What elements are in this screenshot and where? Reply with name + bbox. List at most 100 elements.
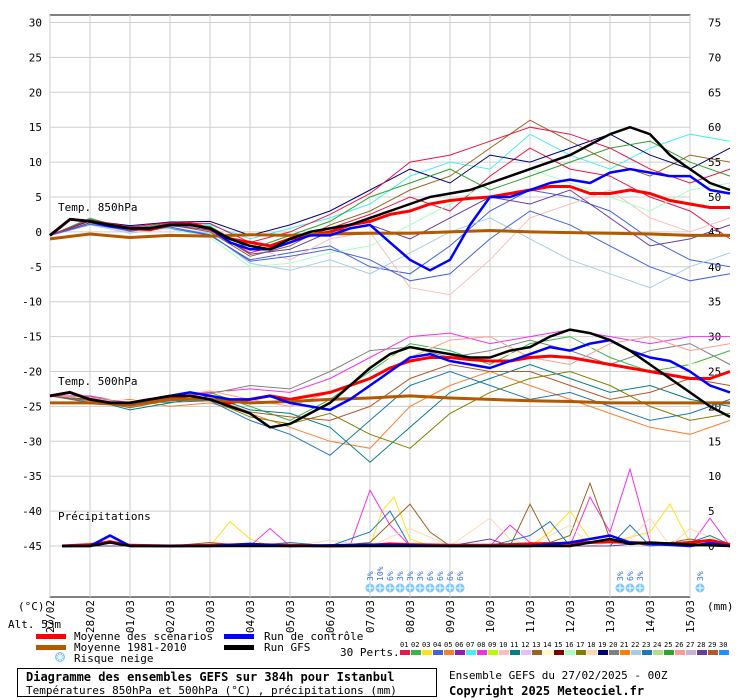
member-number-label: 15 (554, 641, 562, 649)
snow-risk-pct: 3% (396, 571, 405, 581)
member-color-swatch (708, 650, 718, 655)
x-tick-label: 27/02 (44, 600, 57, 633)
snow-risk-pct: 3% (636, 571, 645, 581)
x-tick-label: 08/03 (404, 600, 417, 633)
left-tick-label: 10 (29, 156, 42, 169)
member-number-label: 29 (708, 641, 716, 649)
member-number-label: 23 (642, 641, 650, 649)
member-line-t500 (49, 370, 731, 456)
member-line-t850 (49, 133, 731, 236)
member-color-swatch (422, 650, 432, 655)
right-tick-label: 15 (708, 435, 721, 448)
member-number-label: 02 (411, 641, 419, 649)
left-tick-label: 30 (29, 17, 42, 30)
member-number-label: 05 (444, 641, 452, 649)
legend-mean-label: Moyenne des scénarios (74, 630, 213, 643)
x-tick-label: 07/03 (364, 600, 377, 633)
gfs-run-line-precip (62, 537, 731, 548)
member-color-swatch (664, 650, 674, 655)
x-axis-labels: 27/02 28/02 01/03 02/03 03/03 04/03 05/03 06/03… (44, 600, 697, 633)
legend-control-label: Run de contrôle (264, 630, 363, 643)
member-color-swatch (455, 650, 465, 655)
left-tick-label: 25 (29, 51, 42, 64)
left-tick-label: -10 (22, 296, 42, 309)
member-color-swatch (433, 650, 443, 655)
left-tick-label: -35 (22, 470, 42, 483)
right-tick-label: 35 (708, 296, 721, 309)
member-color-swatch (631, 650, 641, 655)
member-line-t850 (49, 126, 731, 243)
member-number-label: 08 (477, 641, 485, 649)
copyright-label: Copyright 2025 Meteociel.fr (449, 684, 645, 698)
member-number-label: 03 (422, 641, 430, 649)
snow-risk-pct: 6% (386, 571, 395, 581)
snow-risk-marker: 6% (445, 571, 455, 593)
left-axis-ticks: 30 25 20 15 10 5 0 -5 -10 -15 -20 -25 -30 -35 -40 -45 (22, 17, 42, 554)
right-tick-label: 50 (708, 191, 721, 204)
member-color-swatch (642, 650, 652, 655)
x-tick-label: 02/03 (164, 600, 177, 633)
right-tick-label: 70 (708, 51, 721, 64)
perts-label: 30 Perts. (340, 646, 400, 659)
gfs-run-line-t500 (49, 328, 731, 429)
member-color-swatch (609, 650, 619, 655)
x-tick-label: 15/03 (684, 600, 697, 633)
member-color-swatch (598, 650, 608, 655)
member-line-t850 (49, 168, 731, 268)
member-number-label: 20 (609, 641, 617, 649)
member-color-swatch (719, 650, 729, 655)
snow-risk-markers: 3% 10% 6% 3% 3% 3% 6% 6% 6% 6% 3% 6% 3% 3% (365, 566, 705, 593)
member-color-swatch (576, 650, 586, 655)
right-tick-label: 60 (708, 121, 721, 134)
x-tick-label: 04/03 (244, 600, 257, 633)
x-tick-label: 09/03 (444, 600, 457, 633)
member-number-label: 04 (433, 641, 441, 649)
member-color-swatch (675, 650, 685, 655)
member-color-swatch (521, 650, 531, 655)
member-number-label: 21 (620, 641, 628, 649)
right-tick-label: 65 (708, 86, 721, 99)
member-number-label: 16 (565, 641, 573, 649)
member-line-t850 (49, 217, 731, 289)
left-tick-label: -20 (22, 366, 42, 379)
legend-climatology-swatch (36, 645, 66, 650)
x-tick-label: 12/03 (564, 600, 577, 633)
snow-risk-pct: 3% (696, 571, 705, 581)
member-color-swatch (554, 650, 564, 655)
x-tick-label: 14/03 (644, 600, 657, 633)
left-tick-label: -25 (22, 400, 42, 413)
left-axis-unit: (°C) (18, 600, 45, 613)
member-number-label: 18 (587, 641, 595, 649)
member-number-label: 22 (631, 641, 639, 649)
member-number-label: 27 (686, 641, 694, 649)
snow-risk-pct: 3% (366, 571, 375, 581)
left-tick-label: 0 (35, 226, 42, 239)
member-color-swatch (543, 650, 553, 655)
gfs-run-line-t850 (49, 125, 731, 251)
x-tick-label: 03/03 (204, 600, 217, 633)
right-tick-label: 75 (708, 17, 721, 30)
snow-risk-marker: 6% (425, 571, 435, 593)
snowflake-icon (55, 652, 65, 662)
left-tick-label: -40 (22, 505, 42, 518)
member-color-swatch (565, 650, 575, 655)
mean-line-t500 (49, 354, 731, 405)
member-number-label: 07 (466, 641, 474, 649)
snow-risk-pct: 3% (616, 571, 625, 581)
right-tick-label: 10 (708, 470, 721, 483)
snow-risk-marker: 6% (435, 571, 445, 593)
snow-risk-pct: 3% (416, 571, 425, 581)
x-tick-label: 13/03 (604, 600, 617, 633)
left-tick-label: 20 (29, 86, 42, 99)
member-line-t500 (49, 370, 731, 449)
t850-section-label: Temp. 850hPa (58, 201, 137, 214)
member-number-label: 01 (400, 641, 408, 649)
member-line-t500 (49, 363, 731, 463)
climatology-line-t500 (50, 394, 730, 407)
t500-section-label: Temp. 500hPa (58, 375, 137, 388)
altitude-label: Alt. 53m (8, 618, 61, 631)
member-number-label: 19 (598, 641, 606, 649)
member-color-swatch (620, 650, 630, 655)
snow-risk-marker: 6% (625, 571, 635, 593)
